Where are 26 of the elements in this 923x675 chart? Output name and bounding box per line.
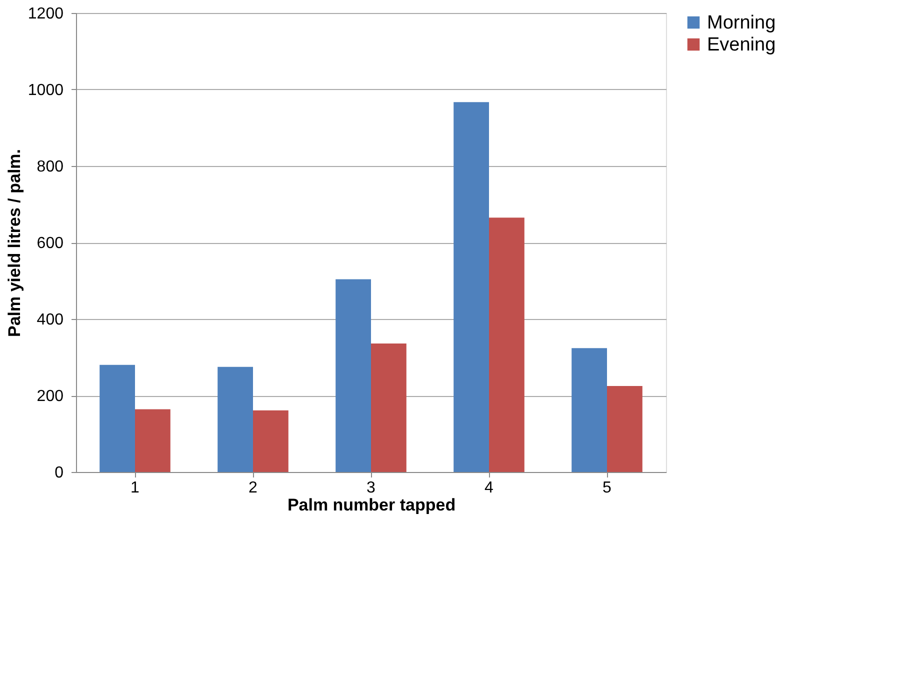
x-tick-label: 2	[248, 480, 258, 496]
y-tick-label: 0	[54, 464, 64, 482]
bar	[100, 364, 135, 472]
legend-label: Evening	[707, 34, 776, 56]
bar	[454, 102, 489, 472]
bar	[336, 279, 371, 472]
x-tick-label: 3	[366, 480, 376, 496]
legend-label: Morning	[707, 12, 776, 34]
bar	[371, 343, 406, 472]
x-tick-label: 4	[484, 480, 494, 496]
y-tick-label: 400	[36, 312, 64, 328]
y-tick-label: 1200	[28, 6, 64, 22]
x-tick-label: 5	[602, 480, 612, 496]
y-tick-label: 600	[36, 235, 64, 252]
y-tick-label: 200	[36, 388, 64, 405]
bar	[218, 366, 253, 472]
y-tick-label: 1000	[28, 82, 64, 99]
x-axis-title: Palm number tapped	[287, 496, 456, 514]
bar	[607, 386, 642, 472]
y-axis-title: Palm yield litres / palm.	[4, 148, 24, 338]
y-tick-label: 800	[36, 158, 64, 176]
x-tick-label: 1	[130, 480, 140, 496]
bar	[489, 218, 524, 472]
bar	[253, 410, 288, 472]
bar	[135, 409, 170, 472]
bar	[572, 348, 607, 472]
